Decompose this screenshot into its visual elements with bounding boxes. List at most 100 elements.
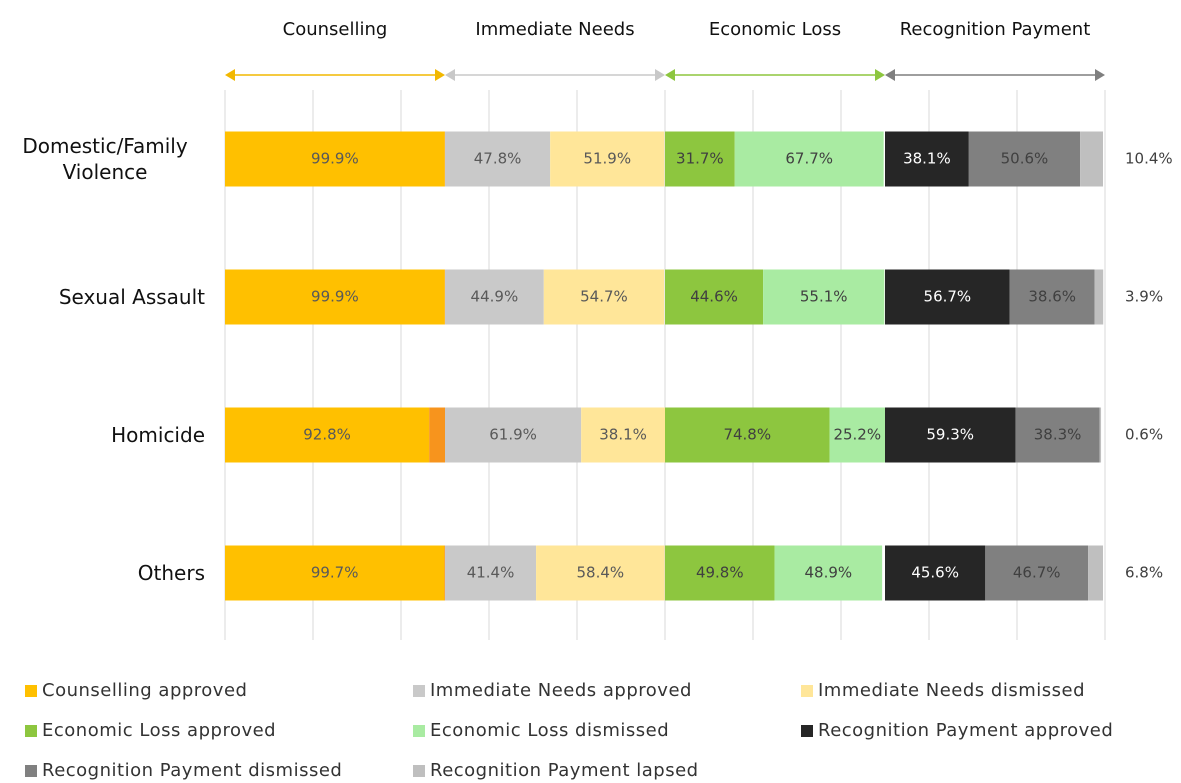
- legend-swatch: [25, 725, 37, 737]
- arrow-head: [445, 69, 455, 81]
- bar-segment: [225, 407, 430, 463]
- value-label: 54.7%: [580, 288, 628, 306]
- bar-segment: [445, 131, 551, 187]
- value-label: 58.4%: [576, 564, 624, 582]
- bar-segment: [985, 545, 1089, 601]
- value-label: 56.7%: [924, 288, 972, 306]
- value-label: 99.9%: [311, 150, 359, 168]
- value-label: 59.3%: [926, 426, 974, 444]
- bar-segment: [885, 545, 986, 601]
- group-title: Recognition Payment: [900, 19, 1091, 40]
- category-text: Homicide: [111, 423, 205, 447]
- value-label: 38.3%: [1034, 426, 1082, 444]
- arrow-head: [665, 69, 675, 81]
- bar-segment: [1094, 269, 1104, 325]
- legend-swatch: [413, 765, 425, 777]
- arrow-head: [875, 69, 885, 81]
- value-label: 92.8%: [303, 426, 351, 444]
- bar-segment: [550, 131, 665, 187]
- legend-label: Recognition Payment lapsed: [430, 760, 699, 781]
- legend-swatch: [801, 685, 813, 697]
- value-label: 41.4%: [467, 564, 515, 582]
- value-label: 38.1%: [599, 426, 647, 444]
- bar-segment: [968, 131, 1081, 187]
- value-label: 38.6%: [1028, 288, 1076, 306]
- bar-segment: [763, 269, 885, 325]
- bar-segment: [445, 407, 582, 463]
- value-label: 61.9%: [489, 426, 537, 444]
- value-label: 50.6%: [1001, 150, 1049, 168]
- legend-label: Immediate Needs approved: [430, 680, 692, 701]
- bar-segment: [665, 407, 830, 463]
- bar-segment: [225, 269, 445, 325]
- value-label: 10.4%: [1125, 150, 1173, 168]
- bar-segment: [829, 407, 885, 463]
- bar-segment: [1088, 545, 1104, 601]
- legend-label: Counselling approved: [42, 680, 247, 701]
- legend-label: Economic Loss dismissed: [430, 720, 669, 741]
- legend-label: Economic Loss approved: [42, 720, 276, 741]
- category-label: Sexual Assault: [59, 267, 205, 327]
- category-label: Homicide: [111, 405, 205, 465]
- bar-segment: [734, 131, 884, 187]
- arrow-head: [885, 69, 895, 81]
- value-label: 99.9%: [311, 288, 359, 306]
- value-label: 99.7%: [311, 564, 359, 582]
- value-label: 0.6%: [1125, 426, 1163, 444]
- legend-label: Recognition Payment approved: [818, 720, 1113, 741]
- bar-segment: [1099, 407, 1102, 463]
- value-label: 44.9%: [471, 288, 519, 306]
- group-title: Counselling: [283, 19, 388, 40]
- bar-segment: [536, 545, 665, 601]
- value-label: 55.1%: [800, 288, 848, 306]
- legend-label: Immediate Needs dismissed: [818, 680, 1085, 701]
- value-label: 31.7%: [676, 150, 724, 168]
- bar-segment: [429, 407, 445, 463]
- value-label: 25.2%: [833, 426, 881, 444]
- bar-segment: [665, 131, 735, 187]
- value-label: 48.9%: [805, 564, 853, 582]
- bar-segment: [665, 269, 764, 325]
- bar-segment: [581, 407, 665, 463]
- value-label: 3.9%: [1125, 288, 1163, 306]
- bar-segment: [665, 545, 775, 601]
- bar-segment: [444, 545, 445, 601]
- category-text: Others: [137, 561, 205, 585]
- bar-segment: [225, 545, 445, 601]
- bar-segment: [885, 269, 1010, 325]
- bar-segment: [885, 407, 1016, 463]
- legend-swatch: [413, 685, 425, 697]
- category-text: Domestic/Family Violence: [22, 134, 188, 184]
- arrow-head: [1095, 69, 1105, 81]
- category-text: Sexual Assault: [58, 285, 205, 309]
- value-label: 6.8%: [1125, 564, 1163, 582]
- value-label: 47.8%: [474, 150, 522, 168]
- bar-segment: [885, 131, 969, 187]
- legend-swatch: [413, 725, 425, 737]
- bar-segment: [1015, 407, 1100, 463]
- value-label: 51.9%: [583, 150, 631, 168]
- bar-segment: [225, 131, 445, 187]
- bar-segment: [1080, 131, 1104, 187]
- bar-segment: [445, 269, 544, 325]
- legend-swatch: [25, 765, 37, 777]
- arrow-head: [225, 69, 235, 81]
- arrow-head: [655, 69, 665, 81]
- value-label: 74.8%: [723, 426, 771, 444]
- value-label: 49.8%: [696, 564, 744, 582]
- legend-swatch: [25, 685, 37, 697]
- value-label: 67.7%: [785, 150, 833, 168]
- value-label: 44.6%: [690, 288, 738, 306]
- bar-segment: [445, 545, 537, 601]
- bar-segment: [774, 545, 883, 601]
- group-title: Economic Loss: [709, 19, 841, 40]
- bar-segment: [1009, 269, 1095, 325]
- group-title: Immediate Needs: [475, 19, 634, 40]
- legend-label: Recognition Payment dismissed: [42, 760, 342, 781]
- value-label: 45.6%: [911, 564, 959, 582]
- bar-segment: [543, 269, 665, 325]
- arrow-head: [435, 69, 445, 81]
- value-label: 46.7%: [1013, 564, 1061, 582]
- legend-swatch: [801, 725, 813, 737]
